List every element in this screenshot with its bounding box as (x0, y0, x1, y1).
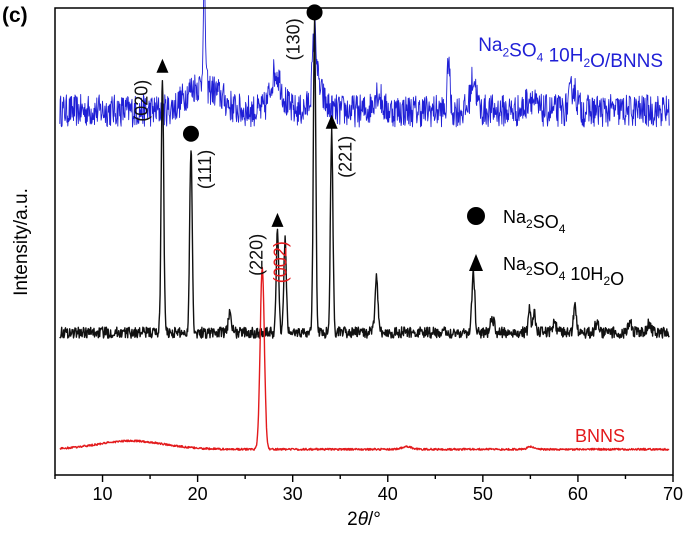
triangle-marker (271, 212, 284, 227)
series-line (59, 266, 670, 451)
x-tick-label: 30 (283, 484, 303, 504)
panel-label: (c) (2, 4, 28, 27)
x-tick-label: 60 (568, 484, 588, 504)
peak-annotations: (020) (111) (220) (130) (221) (002) (131, 4, 356, 283)
series-label-bnns: BNNS (575, 426, 625, 446)
plot-frame (54, 7, 674, 476)
series-line (59, 18, 670, 339)
y-axis-label: Intensity/a.u. (11, 188, 32, 296)
triangle-marker (325, 114, 338, 129)
legend-item-label: Na2SO4 10H2O (503, 254, 624, 289)
triangle-marker (156, 58, 169, 73)
peak-label: (002) (270, 241, 290, 283)
peak-label: (020) (131, 80, 151, 122)
x-axis-label: 2θ/° (347, 509, 381, 530)
peak-label: (221) (336, 136, 356, 178)
series-traces: Na2SO4 10H2O/BNNS BNNS (59, 0, 670, 451)
legend: Na2SO4 Na2SO4 10H2O (467, 207, 624, 289)
x-tick-label: 70 (663, 484, 683, 504)
x-axis: 10 20 30 40 50 60 70 (54, 475, 683, 504)
x-tick-label: 20 (188, 484, 208, 504)
legend-item-label: Na2SO4 (503, 207, 566, 236)
peak-label: (130) (284, 18, 304, 60)
x-tick-label: 40 (378, 484, 398, 504)
peak-label: (111) (195, 150, 215, 189)
x-tick-label: 50 (473, 484, 493, 504)
legend-circle-icon (467, 207, 485, 225)
legend-triangle-icon (469, 254, 483, 271)
circle-marker (306, 4, 323, 21)
peak-label: (220) (247, 234, 267, 276)
x-tick-label: 10 (93, 484, 113, 504)
series-label-composite: Na2SO4 10H2O/BNNS (478, 35, 663, 72)
circle-marker (182, 125, 199, 142)
